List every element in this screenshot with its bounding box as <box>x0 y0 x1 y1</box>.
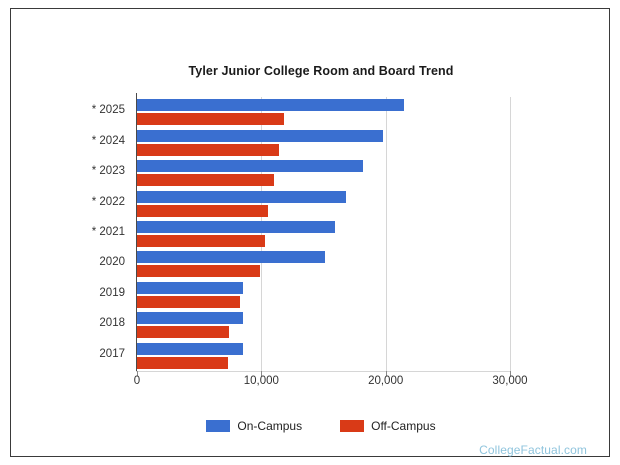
y-axis-tick-label: * 2025 <box>91 104 125 117</box>
bar-off-campus[interactable] <box>137 295 241 308</box>
x-axis-tick <box>385 371 387 376</box>
bar-off-campus[interactable] <box>137 356 228 369</box>
x-axis-labels: 0 10,000 20,000 30,000 <box>133 375 528 395</box>
watermark-text: CollegeFactual.com <box>479 443 587 457</box>
legend-swatch-icon <box>206 420 231 432</box>
y-axis-tick-label: * 2024 <box>91 134 125 147</box>
x-axis-line <box>136 371 510 372</box>
bar-group <box>137 219 510 249</box>
gridline <box>510 97 511 371</box>
x-axis-tick-label: 30,000 <box>492 375 528 387</box>
bar-off-campus[interactable] <box>137 204 268 217</box>
plot-area <box>136 93 511 376</box>
bar-off-campus[interactable] <box>137 234 266 247</box>
y-axis-tick-label: 2018 <box>99 317 125 330</box>
bar-group <box>137 280 510 310</box>
y-axis-tick-label: 2020 <box>99 256 125 269</box>
x-axis-tick <box>261 371 263 376</box>
y-axis-line <box>136 93 137 371</box>
bar-on-campus[interactable] <box>137 312 244 325</box>
gridline <box>261 97 263 371</box>
y-axis-tick-label: * 2023 <box>91 165 125 178</box>
chart-title: Tyler Junior College Room and Board Tren… <box>188 64 454 78</box>
bar-group <box>137 310 510 340</box>
bar-group <box>137 97 510 127</box>
y-axis-tick-label: 2017 <box>99 347 125 360</box>
bar-on-campus[interactable] <box>137 251 325 264</box>
gridline <box>385 97 387 371</box>
bar-group <box>137 127 510 157</box>
bar-on-campus[interactable] <box>137 160 364 173</box>
x-axis-tick <box>137 371 138 376</box>
bar-group <box>137 249 510 279</box>
legend-item-on-campus[interactable]: On-Campus <box>206 419 302 433</box>
bar-on-campus[interactable] <box>137 220 335 233</box>
x-axis-tick-label: 20,000 <box>368 375 404 387</box>
legend-swatch-icon <box>340 420 365 432</box>
bar-group <box>137 188 510 218</box>
bar-group <box>137 158 510 188</box>
bar-group <box>137 341 510 371</box>
x-axis-tick-label: 10,000 <box>243 375 279 387</box>
y-axis-tick-label: * 2021 <box>91 226 125 238</box>
chart-legend: On-Campus Off-Campus <box>11 419 620 433</box>
x-axis-tick <box>510 371 511 376</box>
bar-on-campus[interactable] <box>137 129 384 142</box>
x-axis-tick-label: 0 <box>133 375 141 387</box>
legend-label: On-Campus <box>237 419 303 433</box>
chart-container: Tyler Junior College Room and Board Tren… <box>10 8 610 457</box>
bar-off-campus[interactable] <box>137 143 279 156</box>
bar-off-campus[interactable] <box>137 174 274 187</box>
legend-item-off-campus[interactable]: Off-Campus <box>340 419 436 433</box>
bar-off-campus[interactable] <box>137 326 229 339</box>
bar-on-campus[interactable] <box>137 281 243 294</box>
bar-on-campus[interactable] <box>137 99 405 112</box>
y-axis-tick-label: * 2022 <box>91 195 125 208</box>
bar-off-campus[interactable] <box>137 113 284 126</box>
y-axis-tick-label: 2019 <box>99 286 125 299</box>
bar-on-campus[interactable] <box>137 342 243 355</box>
legend-label: Off-Campus <box>371 419 436 433</box>
bar-on-campus[interactable] <box>137 190 346 203</box>
y-axis-labels: * 2025 * 2024 * 2023 * 2022 * 2021 2020 2019 20… <box>11 97 131 371</box>
bar-off-campus[interactable] <box>137 265 261 278</box>
